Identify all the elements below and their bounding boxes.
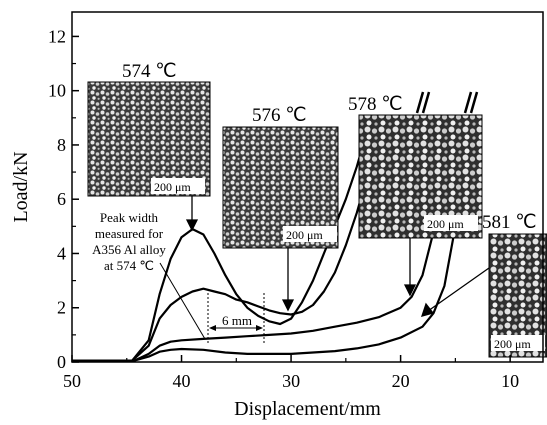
peak-width-annotation: Peak width measured for A356 Al alloy at… <box>92 210 265 343</box>
micrograph-576: 200 μm <box>222 126 339 249</box>
x-tick-label: 10 <box>501 371 519 391</box>
peak-text-line-3: A356 Al alloy <box>92 242 166 257</box>
series-line-4 <box>72 171 462 362</box>
peak-width-label: 6 mm <box>222 313 252 328</box>
y-tick-label: 2 <box>57 298 66 318</box>
x-tick-label: 40 <box>173 371 191 391</box>
peak-text-line-4: at 574 ℃ <box>104 258 154 273</box>
y-tick-label: 12 <box>48 26 66 46</box>
axes: 50 40 30 20 10 0 2 4 6 8 10 12 Displacement/mm Load/k… <box>10 11 544 420</box>
temperature-label-578: 578 ℃ <box>348 94 403 115</box>
x-axis-title: Displacement/mm <box>234 398 381 420</box>
axis-break-marks <box>415 91 479 114</box>
scale-bar-label: 200 μm <box>154 180 191 194</box>
x-tick-label: 30 <box>282 371 300 391</box>
micrograph-578: 200 μm <box>358 114 483 239</box>
peak-text-line-2: measured for <box>95 226 164 241</box>
y-tick-label: 0 <box>57 352 66 372</box>
y-tick-label: 8 <box>57 135 66 155</box>
micrograph-581: 200 μm <box>488 233 547 358</box>
y-axis-title: Load/kN <box>10 151 32 222</box>
y-tick-label: 10 <box>48 81 66 101</box>
y-tick-label: 4 <box>57 243 66 263</box>
temperature-label-574: 574 ℃ <box>122 61 177 82</box>
temperature-label-576: 576 ℃ <box>252 105 307 126</box>
scale-bar-label: 200 μm <box>494 337 531 351</box>
x-tick-label: 20 <box>392 371 410 391</box>
series-line-3 <box>72 133 451 362</box>
micrograph-574: 200 μm <box>87 81 211 197</box>
x-tick-label: 50 <box>63 371 81 391</box>
plot-frame <box>71 11 544 363</box>
pointer-arrows <box>185 196 490 317</box>
scale-bar-label: 200 μm <box>427 217 464 231</box>
scale-bar-label: 200 μm <box>286 228 323 242</box>
y-tick-label: 6 <box>57 189 66 209</box>
peak-text-line-1: Peak width <box>100 210 159 225</box>
series-line-2 <box>72 133 380 362</box>
temperature-label-581: 581 ℃ <box>482 212 537 233</box>
